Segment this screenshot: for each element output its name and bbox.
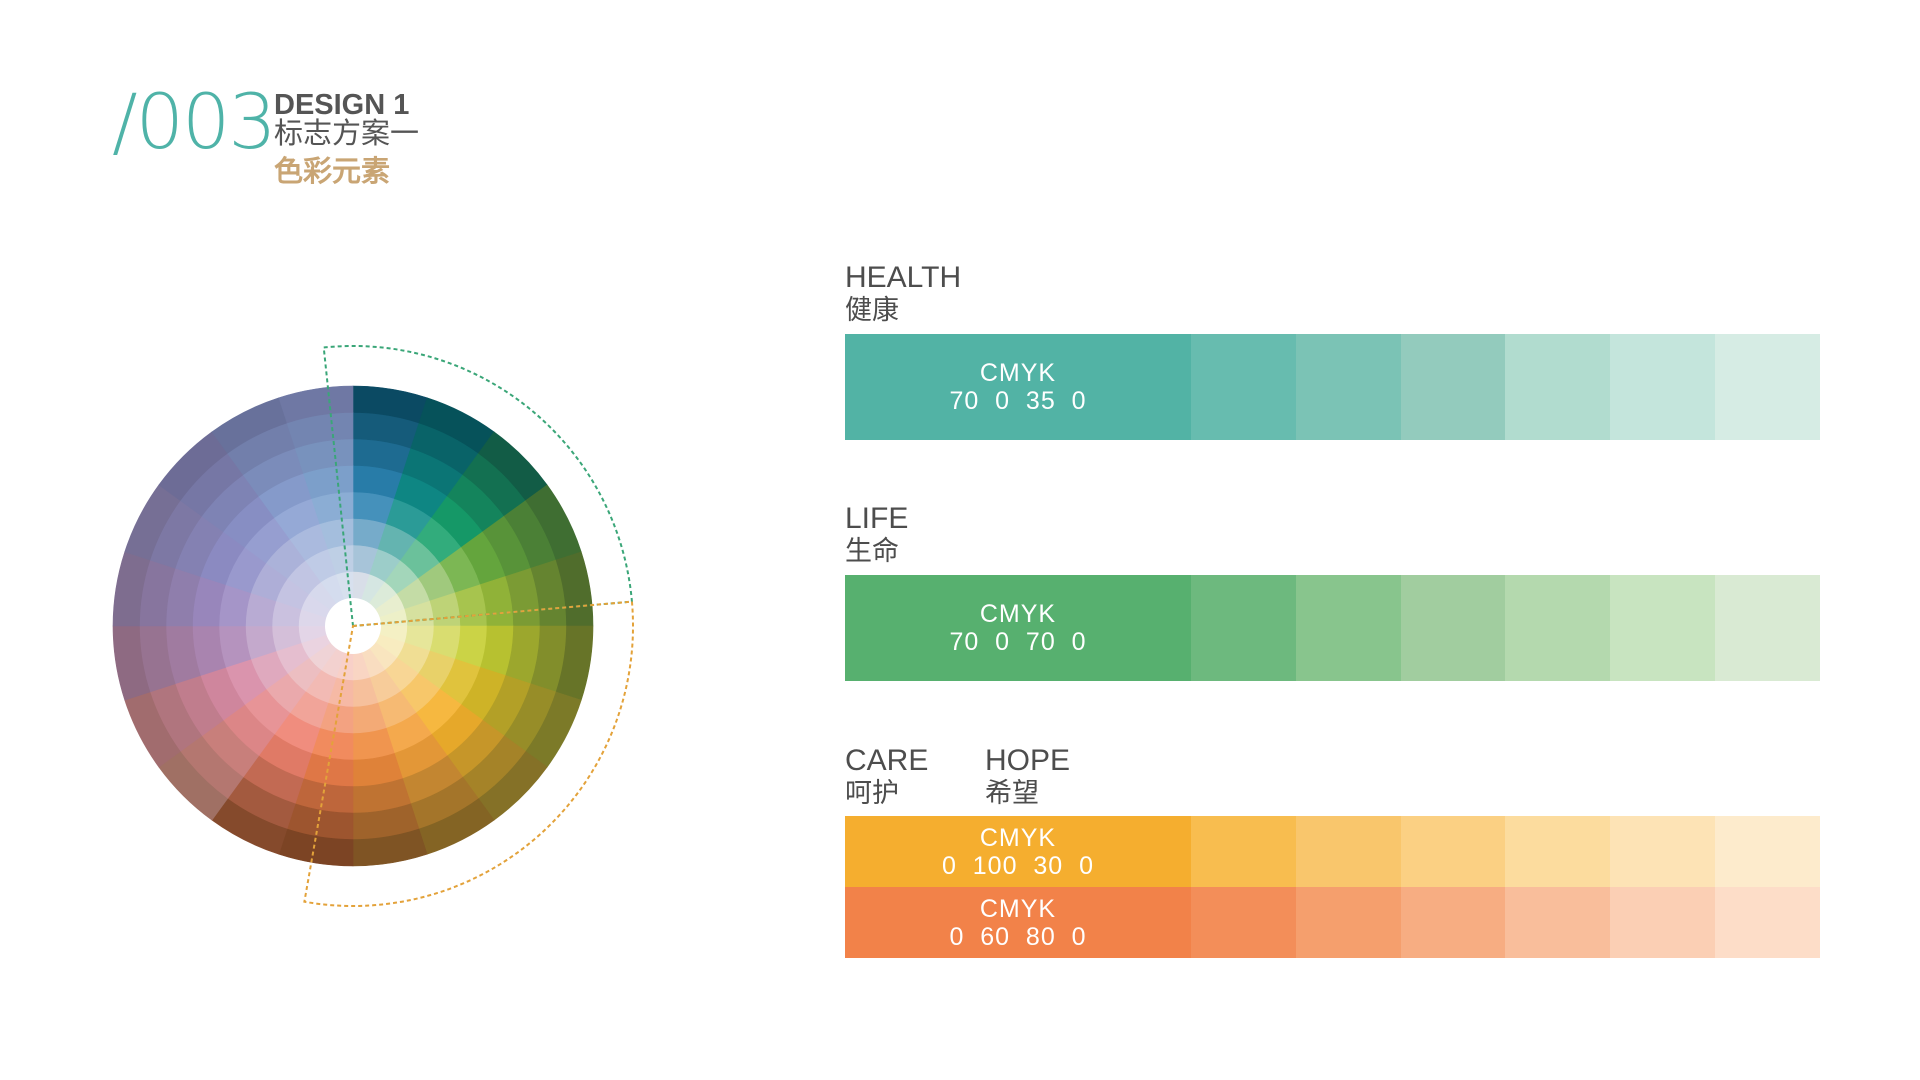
label-hope: HOPE 希望	[985, 745, 1070, 809]
palette-bar-health: CMYK 70 0 35 0	[845, 334, 1820, 440]
swatch-care-main: CMYK 0 100 30 0	[845, 816, 1191, 887]
cmyk-label: CMYK	[979, 359, 1057, 387]
tint-swatch-health-4	[1505, 334, 1611, 440]
label-health-cn: 健康	[845, 295, 899, 325]
swatch-life-main: CMYK 70 0 70 0	[845, 575, 1191, 681]
label-life-cn: 生命	[845, 536, 899, 566]
cmyk-label: CMYK	[979, 894, 1057, 923]
swatch-health-main: CMYK 70 0 35 0	[845, 334, 1191, 440]
tint-swatch-hope-3	[1400, 887, 1506, 958]
label-health-en: HEALTH	[845, 261, 962, 294]
tint-swatch-life-4	[1505, 575, 1611, 681]
cmyk-values: 0 100 30 0	[941, 851, 1094, 880]
highlight-sector-health-life	[322, 345, 634, 628]
swatch-hope-main: CMYK 0 60 80 0	[845, 887, 1191, 958]
palette-bar-hope: CMYK 0 60 80 0	[845, 887, 1820, 958]
cmyk-label: CMYK	[979, 600, 1057, 628]
tint-swatch-hope-6	[1715, 887, 1820, 958]
tint-swatch-care-1	[1191, 816, 1296, 887]
tint-swatch-care-4	[1505, 816, 1611, 887]
label-hope-cn: 希望	[985, 778, 1039, 808]
wheel-cell	[278, 385, 354, 424]
tint-swatch-hope-4	[1505, 887, 1611, 958]
section-title: 色彩元素	[274, 156, 391, 188]
color-wheel	[112, 345, 634, 907]
tint-swatch-hope-1	[1191, 887, 1296, 958]
cmyk-values: 70 0 35 0	[949, 387, 1087, 415]
cmyk-values: 0 60 80 0	[949, 922, 1087, 951]
tint-swatch-health-6	[1715, 334, 1820, 440]
cmyk-label: CMYK	[979, 823, 1057, 852]
tint-swatch-health-2	[1295, 334, 1401, 440]
tint-swatch-health-3	[1400, 334, 1506, 440]
label-life: LIFE 生命	[845, 503, 908, 567]
page-number: /003	[112, 77, 277, 166]
label-health: HEALTH 健康	[845, 262, 961, 326]
tint-swatch-care-6	[1715, 816, 1820, 887]
tint-swatch-hope-5	[1610, 887, 1716, 958]
label-care: CARE 呵护	[845, 745, 928, 809]
tint-swatch-hope-2	[1295, 887, 1401, 958]
tint-swatch-life-5	[1610, 575, 1716, 681]
tint-swatch-life-3	[1400, 575, 1506, 681]
tint-swatch-care-5	[1610, 816, 1716, 887]
tint-swatch-care-2	[1295, 816, 1401, 887]
cmyk-values: 70 0 70 0	[949, 628, 1087, 656]
palette-bar-care: CMYK 0 100 30 0	[845, 816, 1820, 887]
palette-bar-life: CMYK 70 0 70 0	[845, 575, 1820, 681]
tint-swatch-health-1	[1191, 334, 1296, 440]
tint-swatch-life-1	[1191, 575, 1296, 681]
design-label: DESIGN 1	[274, 89, 410, 121]
label-life-en: LIFE	[845, 502, 909, 535]
tint-swatch-life-6	[1715, 575, 1820, 681]
design-subtitle: 标志方案一	[274, 118, 420, 150]
tint-swatch-health-5	[1610, 334, 1716, 440]
label-care-en: CARE	[845, 744, 929, 777]
tint-swatch-care-3	[1400, 816, 1506, 887]
label-care-cn: 呵护	[845, 778, 899, 808]
tint-swatch-life-2	[1295, 575, 1401, 681]
label-hope-en: HOPE	[985, 744, 1071, 777]
